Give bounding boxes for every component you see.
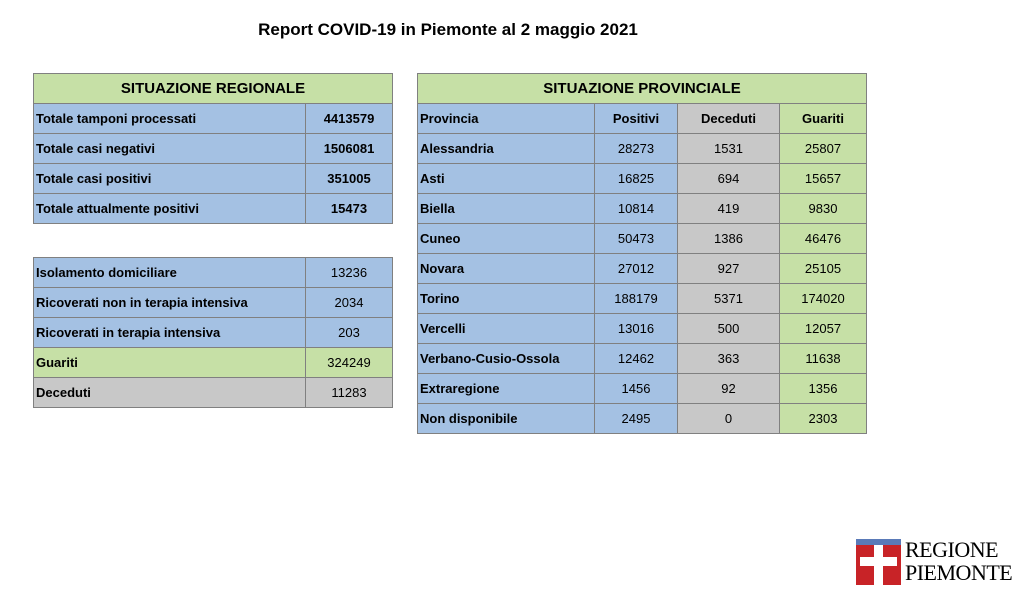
- logo-line-1: REGIONE: [905, 537, 999, 562]
- row-label: Isolamento domiciliare: [33, 257, 306, 288]
- column-header-positivi: Positivi: [594, 103, 678, 134]
- table-row: Asti 16825 694 15657: [417, 163, 867, 194]
- cell-provincia: Non disponibile: [417, 403, 595, 434]
- regional-header: SITUAZIONE REGIONALE: [33, 73, 393, 104]
- cell-deceduti: 694: [677, 163, 780, 194]
- table-row: Extraregione 1456 92 1356: [417, 373, 867, 404]
- cell-guariti: 2303: [779, 403, 867, 434]
- cell-deceduti: 1531: [677, 133, 780, 164]
- cell-provincia: Verbano-Cusio-Ossola: [417, 343, 595, 374]
- cell-guariti: 174020: [779, 283, 867, 314]
- row-label: Deceduti: [33, 377, 306, 408]
- table-row: Alessandria 28273 1531 25807: [417, 133, 867, 164]
- cell-guariti: 12057: [779, 313, 867, 344]
- cell-positivi: 1456: [594, 373, 678, 404]
- cell-positivi: 188179: [594, 283, 678, 314]
- cell-provincia: Torino: [417, 283, 595, 314]
- cell-provincia: Alessandria: [417, 133, 595, 164]
- row-value: 15473: [305, 193, 393, 224]
- cell-positivi: 27012: [594, 253, 678, 284]
- cell-provincia: Cuneo: [417, 223, 595, 254]
- row-value: 324249: [305, 347, 393, 378]
- column-header-deceduti: Deceduti: [677, 103, 780, 134]
- table-row: Verbano-Cusio-Ossola 12462 363 11638: [417, 343, 867, 374]
- table-row: Guariti 324249: [33, 347, 393, 378]
- row-value: 13236: [305, 257, 393, 288]
- row-value: 4413579: [305, 103, 393, 134]
- row-value: 2034: [305, 287, 393, 318]
- cell-provincia: Extraregione: [417, 373, 595, 404]
- table-row: Novara 27012 927 25105: [417, 253, 867, 284]
- cell-deceduti: 419: [677, 193, 780, 224]
- cell-provincia: Asti: [417, 163, 595, 194]
- piemonte-cross-icon: [856, 539, 901, 585]
- table-row: Totale tamponi processati 4413579: [33, 103, 393, 134]
- cell-guariti: 9830: [779, 193, 867, 224]
- cell-guariti: 15657: [779, 163, 867, 194]
- table-row: Totale casi positivi 351005: [33, 163, 393, 194]
- row-value: 1506081: [305, 133, 393, 164]
- cell-positivi: 28273: [594, 133, 678, 164]
- cell-guariti: 46476: [779, 223, 867, 254]
- row-value: 351005: [305, 163, 393, 194]
- cell-deceduti: 92: [677, 373, 780, 404]
- cell-guariti: 11638: [779, 343, 867, 374]
- cell-provincia: Novara: [417, 253, 595, 284]
- table-row: Ricoverati non in terapia intensiva 2034: [33, 287, 393, 318]
- page-title: Report COVID-19 in Piemonte al 2 maggio …: [258, 20, 638, 39]
- cell-deceduti: 927: [677, 253, 780, 284]
- table-row: Cuneo 50473 1386 46476: [417, 223, 867, 254]
- table-row: Ricoverati in terapia intensiva 203: [33, 317, 393, 348]
- cell-positivi: 12462: [594, 343, 678, 374]
- cell-positivi: 50473: [594, 223, 678, 254]
- table-row: Totale casi negativi 1506081: [33, 133, 393, 164]
- cell-guariti: 25105: [779, 253, 867, 284]
- row-label: Totale casi negativi: [33, 133, 306, 164]
- cell-guariti: 1356: [779, 373, 867, 404]
- regione-piemonte-logo: REGIONE PIEMONTE: [856, 538, 1016, 586]
- row-label: Ricoverati non in terapia intensiva: [33, 287, 306, 318]
- table-row: Isolamento domiciliare 13236: [33, 257, 393, 288]
- row-label: Totale attualmente positivi: [33, 193, 306, 224]
- column-header-row: Provincia Positivi Deceduti Guariti: [417, 103, 867, 134]
- cell-guariti: 25807: [779, 133, 867, 164]
- provincial-header: SITUAZIONE PROVINCIALE: [417, 73, 867, 104]
- cell-positivi: 10814: [594, 193, 678, 224]
- column-header-guariti: Guariti: [779, 103, 867, 134]
- cell-deceduti: 5371: [677, 283, 780, 314]
- table-row: Deceduti 11283: [33, 377, 393, 408]
- regional-detail-table: Isolamento domiciliare 13236 Ricoverati …: [33, 257, 393, 408]
- cell-provincia: Biella: [417, 193, 595, 224]
- row-label: Totale casi positivi: [33, 163, 306, 194]
- cell-positivi: 16825: [594, 163, 678, 194]
- cell-deceduti: 363: [677, 343, 780, 374]
- cell-positivi: 2495: [594, 403, 678, 434]
- row-label: Totale tamponi processati: [33, 103, 306, 134]
- logo-line-2: PIEMONTE: [905, 560, 1013, 585]
- cell-deceduti: 500: [677, 313, 780, 344]
- table-row: Torino 188179 5371 174020: [417, 283, 867, 314]
- cell-deceduti: 0: [677, 403, 780, 434]
- table-row: Totale attualmente positivi 15473: [33, 193, 393, 224]
- row-value: 203: [305, 317, 393, 348]
- regional-summary-table: SITUAZIONE REGIONALE Totale tamponi proc…: [33, 73, 393, 224]
- cell-provincia: Vercelli: [417, 313, 595, 344]
- cell-deceduti: 1386: [677, 223, 780, 254]
- table-row: Non disponibile 2495 0 2303: [417, 403, 867, 434]
- provincial-table: SITUAZIONE PROVINCIALE Provincia Positiv…: [417, 73, 867, 434]
- row-label: Guariti: [33, 347, 306, 378]
- column-header-provincia: Provincia: [417, 103, 595, 134]
- table-row: Vercelli 13016 500 12057: [417, 313, 867, 344]
- row-value: 11283: [305, 377, 393, 408]
- logo-text: REGIONE PIEMONTE: [905, 537, 1013, 585]
- cell-positivi: 13016: [594, 313, 678, 344]
- row-label: Ricoverati in terapia intensiva: [33, 317, 306, 348]
- table-row: Biella 10814 419 9830: [417, 193, 867, 224]
